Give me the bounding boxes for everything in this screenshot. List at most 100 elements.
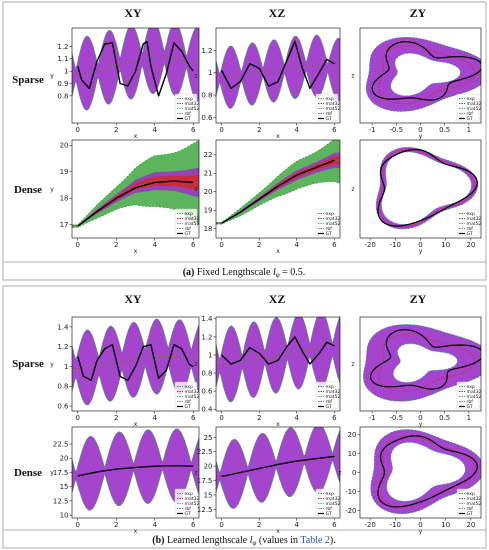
axes-frame xyxy=(71,316,200,412)
x-tick-label: 6 xyxy=(191,126,196,134)
x-axis-label: x xyxy=(276,133,280,140)
section-b-frame xyxy=(2,285,487,549)
table-2-link[interactable]: Table 2 xyxy=(300,535,330,546)
legend-label-mat32: mat32 xyxy=(326,389,341,395)
legend-label-rbf: rbf xyxy=(185,399,192,405)
legend-label-mat32: mat32 xyxy=(467,101,482,107)
y-axis-label: y xyxy=(50,361,54,368)
y-axis-label: z xyxy=(194,186,197,193)
x-tick-label: 4 xyxy=(153,521,158,529)
section-a-frame xyxy=(2,1,487,281)
uncertainty-edge-mat32 xyxy=(72,28,199,111)
legend-label-mat32: mat32 xyxy=(467,496,482,502)
plot-area xyxy=(216,427,340,509)
uncertainty-band-mat32 xyxy=(216,156,340,224)
y-tick-label: 20 xyxy=(60,455,69,463)
legend-label-GT: GT xyxy=(185,404,191,410)
legend-label-mat32: mat32 xyxy=(326,101,341,107)
legend-label-exp: exp xyxy=(185,492,193,497)
y-tick-label: 17.5 xyxy=(53,469,69,477)
x-tick-label: 2 xyxy=(114,521,118,529)
uncertainty-edge-exp xyxy=(216,34,340,109)
y-tick-label: 10 xyxy=(60,512,69,520)
y-tick-label: 20 xyxy=(60,142,69,150)
legend-label-rbf: rbf xyxy=(326,506,333,512)
x-tick-label: -0.5 xyxy=(389,126,403,134)
y-tick-label: 0.9 xyxy=(57,80,68,88)
caption-b-subscript: φ xyxy=(252,539,256,547)
x-axis-label: y xyxy=(419,528,423,535)
x-tick-label: -1 xyxy=(369,126,376,134)
y-tick-label: 22.5 xyxy=(197,448,213,456)
legend-label-mat32: mat32 xyxy=(185,389,200,395)
y-tick-label: 1.4 xyxy=(201,315,213,323)
y-tick-label: 0.8 xyxy=(57,383,68,391)
y-tick-label: 20 xyxy=(204,188,213,196)
col-title-xy: XY xyxy=(124,6,142,20)
x-axis-label: x xyxy=(276,421,280,428)
uncertainty-edge-mat32 xyxy=(72,428,199,511)
x-tick-label: 6 xyxy=(332,126,337,134)
y-tick-label: 21 xyxy=(204,170,213,178)
legend-label-rbf: rbf xyxy=(185,226,192,232)
plot-area xyxy=(216,317,340,403)
x-tick-label: 0 xyxy=(418,414,422,422)
x-tick-label: 6 xyxy=(332,414,337,422)
axes-frame xyxy=(71,27,200,124)
uncertainty-band-exp xyxy=(216,140,340,225)
legend-label-rbf: rbf xyxy=(185,111,192,117)
x-tick-label: -1 xyxy=(369,414,376,422)
uncertainty-edge-exp xyxy=(72,428,199,511)
mean-loop-mat32 xyxy=(378,44,475,104)
legend-label-mat52: mat52 xyxy=(326,106,341,112)
x-tick-label: 10 xyxy=(441,521,450,529)
legend-box xyxy=(315,488,339,517)
col-title-xy: XY xyxy=(124,292,142,306)
ring-edge-exp xyxy=(370,429,481,515)
y-tick-label: 20 xyxy=(348,431,357,439)
legend-label-GT: GT xyxy=(467,231,473,237)
legend-label-mat52: mat52 xyxy=(185,394,200,400)
x-tick-label: 2 xyxy=(114,241,118,249)
legend-label-mat52: mat52 xyxy=(185,221,200,227)
y-tick-label: 0.8 xyxy=(57,92,68,100)
caption-b-end: ). xyxy=(330,535,336,546)
x-tick-label: 2 xyxy=(257,241,261,249)
legend-label-mat52: mat52 xyxy=(467,221,482,227)
x-tick-label: -0.5 xyxy=(389,414,403,422)
plot-area xyxy=(72,318,199,406)
col-title-xz: XZ xyxy=(269,6,286,20)
x-tick-label: 6 xyxy=(332,241,337,249)
legend-label-mat52: mat52 xyxy=(185,501,200,507)
x-tick-label: 1 xyxy=(467,414,471,422)
legend-box xyxy=(456,93,480,122)
x-tick-label: 6 xyxy=(191,414,196,422)
legend-label-rbf: rbf xyxy=(467,506,474,512)
plot-area xyxy=(365,37,481,112)
x-tick-label: 0 xyxy=(219,241,223,249)
panel-b5: 0 2 4 612.51517.52022.525xzexpmat32mat52rbf… xyxy=(194,426,341,535)
x-tick-label: 4 xyxy=(153,241,158,249)
y-tick-label: 15 xyxy=(60,483,69,491)
y-tick-label: 22 xyxy=(204,151,213,159)
legend-label-mat52: mat52 xyxy=(467,394,482,400)
y-tick-label: 18 xyxy=(204,225,213,233)
x-tick-label: 1 xyxy=(467,126,471,134)
legend-label-rbf: rbf xyxy=(326,399,333,405)
x-tick-label: -10 xyxy=(390,241,401,249)
axes-frame xyxy=(215,426,341,519)
legend-box xyxy=(174,488,198,517)
uncertainty-edge-mat32 xyxy=(72,318,199,406)
x-axis-label: x xyxy=(134,528,138,535)
x-tick-label: 2 xyxy=(257,521,261,529)
x-tick-label: 4 xyxy=(295,414,300,422)
